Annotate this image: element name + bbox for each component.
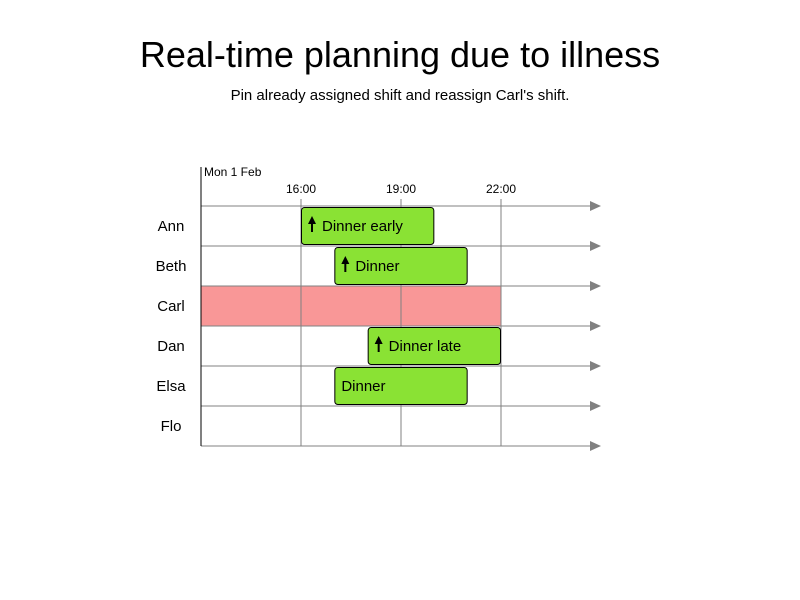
employee-label: Elsa [156,378,186,395]
time-tick-label: 16:00 [286,182,316,196]
time-tick-label: 22:00 [486,182,516,196]
employee-label: Flo [161,418,182,435]
shift-label: Dinner early [322,218,403,235]
arrow-head-icon [590,441,601,451]
shift-block[interactable] [334,247,468,285]
employee-label: Dan [157,338,185,355]
shift-label: Dinner [355,258,399,275]
pin-icon [308,216,316,232]
shift-block[interactable] [334,367,468,405]
page-title: Real-time planning due to illness [139,34,661,75]
employee-label: Ann [158,218,185,235]
date-label: Mon 1 Feb [204,165,262,179]
employee-label: Beth [156,258,187,275]
shift-block[interactable] [301,207,435,245]
employee-label: Carl [157,298,185,315]
shift-label: Dinner [341,378,385,395]
arrow-head-icon [590,241,601,251]
shift-label: Dinner late [389,338,462,355]
time-tick-label: 19:00 [386,182,416,196]
unavailable-band [201,286,501,326]
arrow-head-icon [590,201,601,211]
arrow-head-icon [590,281,601,291]
pin-icon [341,256,350,272]
page-subtitle: Pin already assigned shift and reassign … [230,87,570,104]
pin-icon [374,336,383,352]
shift-block[interactable] [367,327,501,365]
arrow-head-icon [590,401,601,411]
arrow-head-icon [590,361,601,371]
arrow-head-icon [590,321,601,331]
